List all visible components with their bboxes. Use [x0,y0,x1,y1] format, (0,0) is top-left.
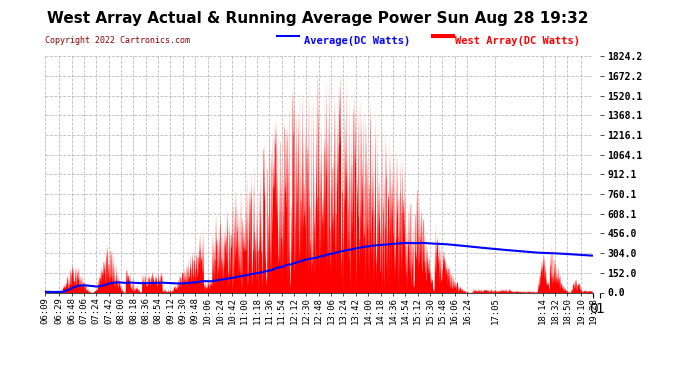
Text: West Array(DC Watts): West Array(DC Watts) [455,36,580,46]
Text: Copyright 2022 Cartronics.com: Copyright 2022 Cartronics.com [45,36,190,45]
Text: Average(DC Watts): Average(DC Watts) [304,36,410,46]
Text: West Array Actual & Running Average Power Sun Aug 28 19:32: West Array Actual & Running Average Powe… [47,11,588,26]
